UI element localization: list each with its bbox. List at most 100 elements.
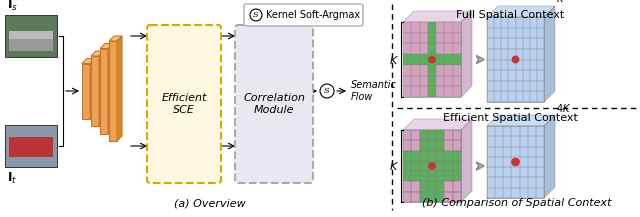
Text: (a) Overview: (a) Overview xyxy=(174,198,246,208)
Polygon shape xyxy=(452,140,461,151)
Polygon shape xyxy=(461,119,472,202)
Polygon shape xyxy=(436,54,444,65)
Polygon shape xyxy=(428,43,436,54)
Polygon shape xyxy=(420,54,428,65)
Polygon shape xyxy=(428,161,436,171)
Polygon shape xyxy=(544,115,555,198)
Polygon shape xyxy=(82,59,95,64)
Polygon shape xyxy=(403,76,412,86)
Circle shape xyxy=(429,163,435,169)
Polygon shape xyxy=(428,54,436,65)
FancyBboxPatch shape xyxy=(9,31,53,39)
Polygon shape xyxy=(436,171,444,181)
Polygon shape xyxy=(444,86,452,97)
Polygon shape xyxy=(420,76,428,86)
Polygon shape xyxy=(428,151,436,161)
Circle shape xyxy=(512,56,518,63)
Polygon shape xyxy=(412,65,420,76)
Polygon shape xyxy=(487,17,544,102)
FancyBboxPatch shape xyxy=(91,56,99,126)
Polygon shape xyxy=(420,86,428,97)
Polygon shape xyxy=(487,6,555,17)
Polygon shape xyxy=(452,181,461,192)
Polygon shape xyxy=(436,130,444,140)
Polygon shape xyxy=(403,22,412,33)
Text: $\mathbf{I}_s$: $\mathbf{I}_s$ xyxy=(7,0,18,13)
Polygon shape xyxy=(452,54,461,65)
Polygon shape xyxy=(436,22,444,33)
Text: Full Spatial Context: Full Spatial Context xyxy=(456,10,564,20)
Polygon shape xyxy=(428,22,436,33)
Polygon shape xyxy=(403,171,412,181)
Polygon shape xyxy=(403,11,472,22)
Text: S: S xyxy=(253,11,259,19)
Polygon shape xyxy=(109,36,122,41)
Polygon shape xyxy=(420,22,428,33)
Polygon shape xyxy=(452,86,461,97)
Text: $\mathbf{I}_t$: $\mathbf{I}_t$ xyxy=(7,171,17,186)
Polygon shape xyxy=(428,171,436,181)
Polygon shape xyxy=(487,115,555,126)
Polygon shape xyxy=(444,140,452,151)
Polygon shape xyxy=(444,54,452,65)
Polygon shape xyxy=(403,130,412,140)
Polygon shape xyxy=(444,181,452,192)
Polygon shape xyxy=(428,130,436,140)
Polygon shape xyxy=(452,43,461,54)
Polygon shape xyxy=(444,171,452,181)
FancyBboxPatch shape xyxy=(147,25,221,183)
Polygon shape xyxy=(444,22,452,33)
Polygon shape xyxy=(117,36,122,141)
Text: $4K$: $4K$ xyxy=(556,102,572,114)
Text: $K$: $K$ xyxy=(389,54,399,66)
Polygon shape xyxy=(420,151,428,161)
Polygon shape xyxy=(403,130,461,202)
Polygon shape xyxy=(452,76,461,86)
Polygon shape xyxy=(436,86,444,97)
Polygon shape xyxy=(403,192,412,202)
Polygon shape xyxy=(420,140,428,151)
Polygon shape xyxy=(436,151,444,161)
Circle shape xyxy=(429,56,435,63)
Polygon shape xyxy=(99,51,104,126)
Polygon shape xyxy=(412,161,420,171)
Polygon shape xyxy=(487,126,544,198)
Polygon shape xyxy=(420,130,428,140)
Polygon shape xyxy=(91,51,104,56)
Text: Correlation
Module: Correlation Module xyxy=(243,93,305,115)
FancyBboxPatch shape xyxy=(9,137,53,157)
Polygon shape xyxy=(452,130,461,140)
Polygon shape xyxy=(452,33,461,43)
Polygon shape xyxy=(436,65,444,76)
Polygon shape xyxy=(403,86,412,97)
Polygon shape xyxy=(403,43,412,54)
Polygon shape xyxy=(420,171,428,181)
Polygon shape xyxy=(100,43,113,49)
Circle shape xyxy=(320,84,334,98)
Polygon shape xyxy=(403,54,412,65)
Polygon shape xyxy=(403,22,461,97)
Polygon shape xyxy=(444,192,452,202)
Polygon shape xyxy=(444,161,452,171)
FancyBboxPatch shape xyxy=(235,25,313,183)
Polygon shape xyxy=(428,192,436,202)
Polygon shape xyxy=(452,151,461,161)
FancyBboxPatch shape xyxy=(109,41,117,141)
Polygon shape xyxy=(436,43,444,54)
FancyBboxPatch shape xyxy=(244,4,363,26)
Polygon shape xyxy=(420,43,428,54)
Polygon shape xyxy=(412,33,420,43)
Polygon shape xyxy=(428,140,436,151)
Polygon shape xyxy=(412,76,420,86)
Text: Efficient
SCE: Efficient SCE xyxy=(161,93,207,115)
Text: (b) Comparison of Spatial Context: (b) Comparison of Spatial Context xyxy=(422,198,612,208)
Polygon shape xyxy=(420,33,428,43)
Circle shape xyxy=(512,158,519,166)
Polygon shape xyxy=(90,59,95,118)
Polygon shape xyxy=(428,181,436,192)
Polygon shape xyxy=(412,192,420,202)
Polygon shape xyxy=(436,140,444,151)
Polygon shape xyxy=(444,130,452,140)
Polygon shape xyxy=(403,33,412,43)
Polygon shape xyxy=(412,181,420,192)
